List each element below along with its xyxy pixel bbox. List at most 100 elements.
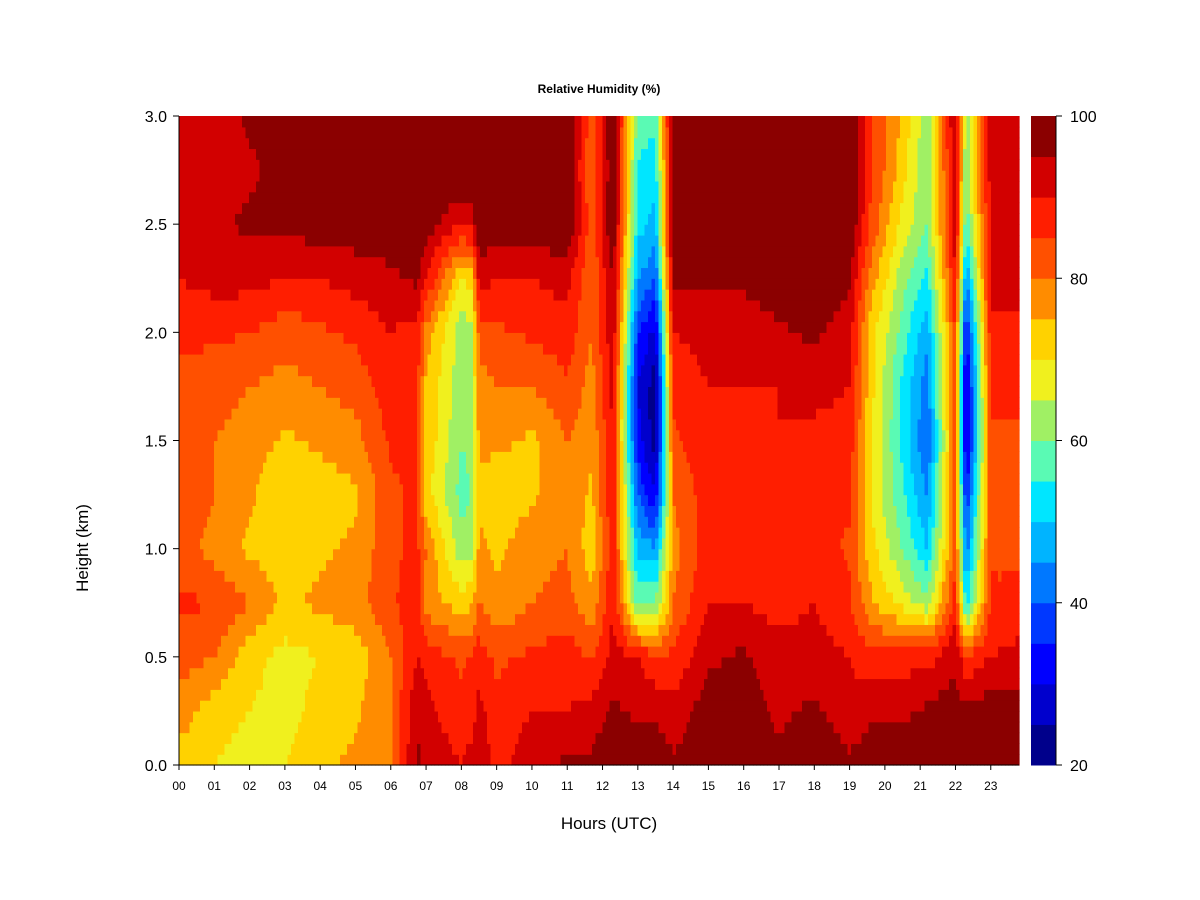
heatmap-cell [263, 624, 268, 636]
heatmap-cell [462, 710, 467, 723]
heatmap-cell [284, 494, 289, 506]
heatmap-cell [242, 116, 247, 128]
heatmap-cell [256, 451, 261, 463]
heatmap-cell [399, 148, 404, 160]
heatmap-cell [186, 148, 191, 160]
heatmap-cell [273, 267, 278, 279]
heatmap-cell [333, 224, 338, 236]
heatmap-cell [431, 375, 436, 388]
heatmap-cell [378, 527, 383, 539]
heatmap-cell [343, 602, 348, 615]
heatmap-cell [273, 364, 278, 377]
heatmap-cell [347, 559, 352, 571]
heatmap-cell [221, 602, 226, 615]
heatmap-cell [438, 732, 443, 744]
heatmap-cell [270, 548, 275, 561]
heatmap-cell [413, 591, 418, 604]
heatmap-cell [427, 516, 432, 528]
heatmap-cell [238, 494, 243, 506]
heatmap-cell [221, 126, 226, 139]
heatmap-cell [347, 418, 352, 431]
heatmap-cell [305, 440, 310, 452]
heatmap-cell [231, 505, 236, 517]
heatmap-cell [287, 418, 292, 431]
heatmap-cell [210, 754, 215, 766]
heatmap-cell [378, 505, 383, 517]
heatmap-cell [186, 234, 191, 247]
heatmap-cell [235, 289, 240, 301]
heatmap-cell [277, 624, 282, 636]
heatmap-cell [182, 148, 187, 160]
heatmap-cell [466, 386, 471, 398]
heatmap-cell [333, 397, 338, 409]
heatmap-cell [291, 245, 296, 258]
heatmap-cell [315, 483, 320, 496]
heatmap-cell [238, 245, 243, 258]
heatmap-cell [273, 180, 278, 193]
heatmap-cell [252, 527, 257, 539]
heatmap-cell [413, 462, 418, 474]
heatmap-cell [179, 364, 184, 377]
heatmap-cell [217, 462, 222, 474]
heatmap-cell [196, 602, 201, 615]
heatmap-cell [438, 559, 443, 571]
heatmap-cell [217, 364, 222, 377]
heatmap-cell [179, 570, 184, 582]
heatmap-cell [235, 516, 240, 528]
heatmap-cell [459, 213, 464, 225]
heatmap-cell [382, 743, 387, 755]
heatmap-cell [273, 483, 278, 496]
heatmap-cell [287, 754, 292, 766]
heatmap-cell [326, 353, 331, 366]
heatmap-cell [378, 224, 383, 236]
heatmap-cell [259, 613, 264, 625]
heatmap-cell [441, 462, 446, 474]
heatmap-cell [459, 245, 464, 258]
heatmap-cell [263, 689, 268, 701]
heatmap-cell [207, 472, 212, 485]
heatmap-cell [340, 310, 345, 323]
heatmap-cell [277, 581, 282, 593]
heatmap-cell [361, 732, 366, 744]
heatmap-cell [329, 700, 334, 712]
heatmap-cell [371, 689, 376, 701]
heatmap-cell [224, 234, 229, 247]
heatmap-cell [319, 559, 324, 571]
heatmap-cell [350, 689, 355, 701]
heatmap-cell [441, 732, 446, 744]
heatmap-cell [410, 516, 415, 528]
heatmap-cell [231, 451, 236, 463]
heatmap-cell [343, 213, 348, 225]
heatmap-cell [378, 170, 383, 182]
heatmap-cell [242, 602, 247, 615]
heatmap-cell [403, 451, 408, 463]
heatmap-cell [200, 527, 205, 539]
heatmap-cell [252, 721, 257, 734]
heatmap-cell [406, 375, 411, 388]
heatmap-cell [249, 689, 254, 701]
heatmap-cell [378, 559, 383, 571]
heatmap-cell [252, 624, 257, 636]
heatmap-cell [336, 278, 341, 290]
heatmap-cell [203, 364, 208, 377]
heatmap-cell [368, 191, 373, 204]
heatmap-cell [354, 581, 359, 593]
heatmap-cell [326, 527, 331, 539]
heatmap-cell [340, 667, 345, 680]
heatmap-cell [266, 375, 271, 388]
heatmap-cell [193, 418, 198, 431]
heatmap-cell [200, 213, 205, 225]
heatmap-cell [221, 353, 226, 366]
heatmap-cell [385, 451, 390, 463]
heatmap-cell [235, 700, 240, 712]
heatmap-cell [361, 462, 366, 474]
heatmap-cell [434, 570, 439, 582]
heatmap-cell [273, 299, 278, 312]
heatmap-cell [277, 591, 282, 604]
heatmap-cell [350, 732, 355, 744]
heatmap-cell [315, 116, 320, 128]
heatmap-cell [427, 548, 432, 561]
heatmap-cell [462, 332, 467, 344]
heatmap-cell [305, 743, 310, 755]
heatmap-cell [441, 332, 446, 344]
